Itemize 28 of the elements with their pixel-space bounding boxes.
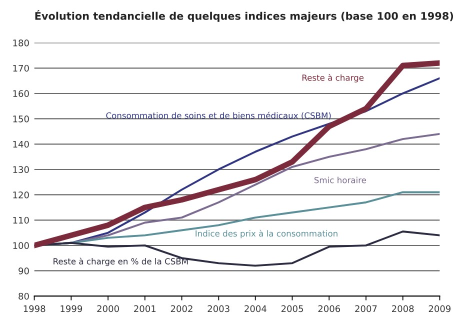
y-tick-label: 80 xyxy=(18,292,29,300)
y-tick-label: 130 xyxy=(13,166,29,173)
y-tick-label: 110 xyxy=(13,216,29,224)
x-tick-label: 1999 xyxy=(60,305,82,312)
x-tick-label: 2005 xyxy=(281,305,303,312)
x-tick-label: 1998 xyxy=(24,305,46,312)
x-tick-label: 2007 xyxy=(355,305,377,312)
chart-title: Évolution tendancielle de quelques indices majeurs (base 100 en 1998) xyxy=(35,10,454,22)
text: Reste à charge xyxy=(302,74,364,82)
y-tick-label: 150 xyxy=(13,116,29,122)
y-tick-label: 160 xyxy=(13,90,29,97)
x-tick-label: 2000 xyxy=(97,305,119,312)
x-tick-label: 2008 xyxy=(392,305,414,312)
y-tick-label: 100 xyxy=(13,242,29,249)
series-label: Consommation de soins et de biens médicaux (CSBM) xyxy=(106,112,331,120)
y-tick-label: 120 xyxy=(13,192,29,198)
x-tick-label: 2001 xyxy=(134,305,156,312)
x-tick-label: 2002 xyxy=(170,305,192,312)
y-tick-label: 170 xyxy=(13,64,29,72)
x-tick-label: 2004 xyxy=(244,305,266,312)
y-tick-label: 140 xyxy=(13,140,29,148)
y-tick-label: 180 xyxy=(13,40,29,46)
x-tick-label: 2003 xyxy=(208,305,230,312)
series-label: Indice des prix à la consommation xyxy=(196,230,338,238)
x-tick-label: 2009 xyxy=(428,305,451,312)
y-tick-label: 90 xyxy=(18,267,29,274)
series-label: Smic horaire xyxy=(314,176,366,184)
x-tick-label: 2006 xyxy=(318,305,340,312)
